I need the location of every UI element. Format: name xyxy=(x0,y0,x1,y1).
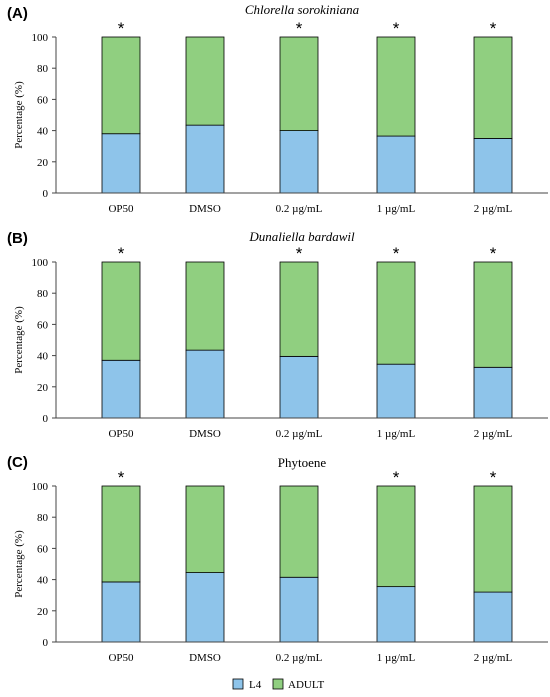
chart-panel-3: (C) Phytoene Percentage (%) 0 20 40 60 80 100 OP5… xyxy=(7,454,548,664)
y-tick-label: 80 xyxy=(37,63,49,75)
x-tick-label: OP50 xyxy=(108,428,134,440)
bar-adult-3 xyxy=(279,36,319,131)
bar-l4-3 xyxy=(279,130,319,194)
chart-panel-2: (B) Dunaliella bardawil Percentage (%) 0 20 4… xyxy=(7,229,548,440)
chart-title: Dunaliella bardawil xyxy=(248,229,355,244)
legend-label-l4: L4 xyxy=(249,679,262,691)
y-tick-label: 100 xyxy=(32,481,49,493)
bar-adult-5 xyxy=(473,36,513,139)
legend-label-adult: ADULT xyxy=(288,679,325,691)
panel-label: (C) xyxy=(7,454,28,471)
significance-marker: * xyxy=(490,244,497,263)
bar-adult-5 xyxy=(473,261,513,368)
bar-l4-4 xyxy=(376,586,416,643)
chart-title: Chlorella sorokiniana xyxy=(245,2,360,17)
bar-adult-2 xyxy=(185,485,225,573)
bar-l4-4 xyxy=(376,135,416,194)
x-tick-label: 1 µg/mL xyxy=(377,428,416,440)
x-tick-label: 2 µg/mL xyxy=(474,203,513,215)
x-tick-label: 0.2 µg/mL xyxy=(276,652,323,664)
x-tick-label: 2 µg/mL xyxy=(474,652,513,664)
legend: L4 ADULT xyxy=(232,678,325,691)
bar-l4-2 xyxy=(185,572,225,643)
y-tick-label: 20 xyxy=(37,606,49,618)
y-tick-label: 60 xyxy=(37,319,49,331)
significance-marker: * xyxy=(490,468,497,487)
y-tick-label: 20 xyxy=(37,382,49,394)
bar-adult-2 xyxy=(185,36,225,126)
bar-adult-3 xyxy=(279,261,319,357)
x-tick-label: DMSO xyxy=(189,652,221,664)
bar-adult-1 xyxy=(101,36,141,135)
y-axis-label: Percentage (%) xyxy=(13,306,25,374)
chart-panel-1: (A) Chlorella sorokiniana Percentage (%) 0 2… xyxy=(7,2,548,215)
bar-adult-1 xyxy=(101,485,141,583)
y-axis-label: Percentage (%) xyxy=(13,530,25,598)
y-tick-label: 100 xyxy=(32,257,49,269)
x-tick-label: 1 µg/mL xyxy=(377,652,416,664)
y-tick-label: 80 xyxy=(37,512,49,524)
y-tick-label: 100 xyxy=(32,32,49,44)
x-tick-label: 0.2 µg/mL xyxy=(276,203,323,215)
y-tick-label: 80 xyxy=(37,288,49,300)
y-axis-label: Percentage (%) xyxy=(13,81,25,149)
chart-title: Phytoene xyxy=(278,455,327,470)
y-tick-label: 0 xyxy=(43,637,49,649)
significance-marker: * xyxy=(118,468,125,487)
panel-label: (A) xyxy=(7,5,28,22)
significance-marker: * xyxy=(118,19,125,38)
x-tick-label: DMSO xyxy=(189,203,221,215)
bar-l4-1 xyxy=(101,359,141,419)
bar-adult-3 xyxy=(279,485,319,578)
significance-marker: * xyxy=(296,244,303,263)
y-tick-label: 40 xyxy=(37,126,49,138)
significance-marker: * xyxy=(393,19,400,38)
bar-l4-5 xyxy=(473,366,513,419)
bar-l4-1 xyxy=(101,133,141,194)
y-tick-label: 20 xyxy=(37,157,49,169)
x-tick-label: 2 µg/mL xyxy=(474,428,513,440)
x-tick-label: 0.2 µg/mL xyxy=(276,428,323,440)
bar-l4-5 xyxy=(473,137,513,194)
significance-marker: * xyxy=(393,468,400,487)
bar-l4-2 xyxy=(185,124,225,194)
y-tick-label: 0 xyxy=(43,188,49,200)
bar-l4-3 xyxy=(279,576,319,643)
legend-swatch-adult xyxy=(272,678,284,690)
y-tick-label: 40 xyxy=(37,575,49,587)
bar-adult-4 xyxy=(376,36,416,137)
bar-adult-2 xyxy=(185,261,225,351)
x-tick-label: OP50 xyxy=(108,203,134,215)
y-tick-label: 40 xyxy=(37,351,49,363)
bar-l4-4 xyxy=(376,363,416,419)
significance-marker: * xyxy=(118,244,125,263)
bar-adult-1 xyxy=(101,261,141,361)
bar-l4-3 xyxy=(279,355,319,419)
bar-adult-4 xyxy=(376,485,416,588)
significance-marker: * xyxy=(393,244,400,263)
bar-l4-5 xyxy=(473,591,513,643)
x-tick-label: 1 µg/mL xyxy=(377,203,416,215)
x-tick-label: DMSO xyxy=(189,428,221,440)
y-tick-label: 60 xyxy=(37,94,49,106)
bar-l4-2 xyxy=(185,349,225,419)
significance-marker: * xyxy=(296,19,303,38)
significance-marker: * xyxy=(490,19,497,38)
panel-label: (B) xyxy=(7,230,28,247)
legend-swatch-l4 xyxy=(232,678,244,690)
bar-adult-4 xyxy=(376,261,416,365)
y-tick-label: 0 xyxy=(43,413,49,425)
y-tick-label: 60 xyxy=(37,543,49,555)
bar-adult-5 xyxy=(473,485,513,593)
x-tick-label: OP50 xyxy=(108,652,134,664)
bar-l4-1 xyxy=(101,581,141,643)
